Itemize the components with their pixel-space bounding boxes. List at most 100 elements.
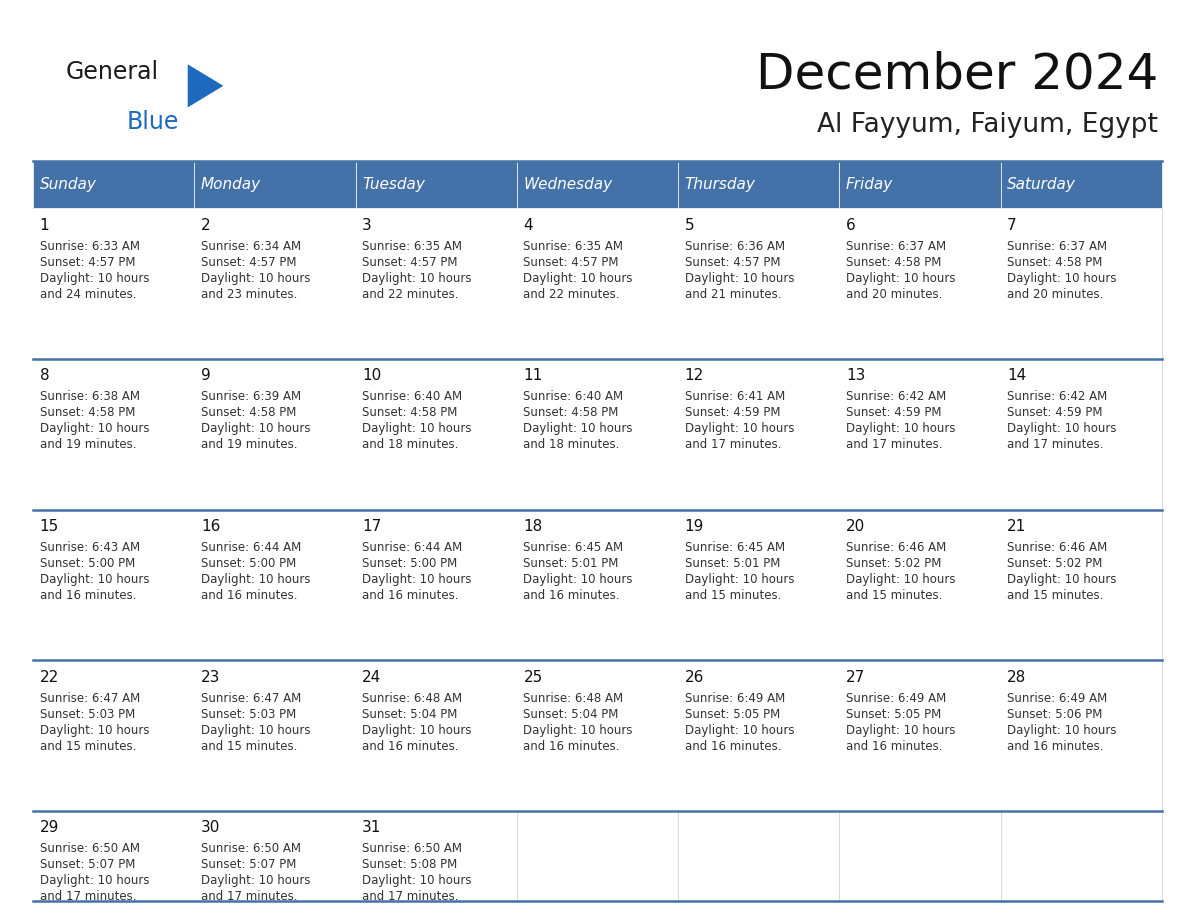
- Text: 4: 4: [524, 218, 533, 232]
- Text: Sunset: 4:58 PM: Sunset: 4:58 PM: [201, 407, 296, 420]
- Text: Daylight: 10 hours: Daylight: 10 hours: [362, 422, 472, 435]
- Text: Sunset: 4:58 PM: Sunset: 4:58 PM: [524, 407, 619, 420]
- Text: General: General: [65, 60, 158, 84]
- Text: and 16 minutes.: and 16 minutes.: [846, 740, 942, 753]
- Text: and 17 minutes.: and 17 minutes.: [684, 439, 782, 452]
- Text: Daylight: 10 hours: Daylight: 10 hours: [846, 573, 955, 586]
- Text: Sunset: 5:02 PM: Sunset: 5:02 PM: [846, 557, 941, 570]
- Text: Daylight: 10 hours: Daylight: 10 hours: [1007, 272, 1117, 285]
- Text: and 17 minutes.: and 17 minutes.: [39, 890, 137, 903]
- Text: 22: 22: [39, 669, 59, 685]
- Text: Tuesday: Tuesday: [362, 177, 425, 192]
- Text: 13: 13: [846, 368, 865, 383]
- Text: Daylight: 10 hours: Daylight: 10 hours: [362, 723, 472, 737]
- Text: and 18 minutes.: and 18 minutes.: [524, 439, 620, 452]
- Text: and 15 minutes.: and 15 minutes.: [1007, 589, 1104, 602]
- Text: 18: 18: [524, 519, 543, 534]
- Text: and 17 minutes.: and 17 minutes.: [362, 890, 459, 903]
- Text: Sunset: 5:02 PM: Sunset: 5:02 PM: [1007, 557, 1102, 570]
- Text: Sunset: 5:00 PM: Sunset: 5:00 PM: [362, 557, 457, 570]
- Text: Sunrise: 6:47 AM: Sunrise: 6:47 AM: [39, 691, 140, 705]
- Text: and 15 minutes.: and 15 minutes.: [201, 740, 297, 753]
- Text: Sunrise: 6:40 AM: Sunrise: 6:40 AM: [362, 390, 462, 403]
- Text: Sunrise: 6:33 AM: Sunrise: 6:33 AM: [39, 240, 140, 252]
- Text: Daylight: 10 hours: Daylight: 10 hours: [39, 723, 150, 737]
- Text: and 16 minutes.: and 16 minutes.: [201, 589, 297, 602]
- Text: Daylight: 10 hours: Daylight: 10 hours: [201, 723, 310, 737]
- Text: Sunset: 4:57 PM: Sunset: 4:57 PM: [201, 256, 297, 269]
- Text: Daylight: 10 hours: Daylight: 10 hours: [39, 422, 150, 435]
- Text: Daylight: 10 hours: Daylight: 10 hours: [1007, 573, 1117, 586]
- Text: 26: 26: [684, 669, 704, 685]
- Text: Sunrise: 6:44 AM: Sunrise: 6:44 AM: [201, 541, 302, 554]
- Text: Sunrise: 6:36 AM: Sunrise: 6:36 AM: [684, 240, 785, 252]
- Text: Sunset: 5:03 PM: Sunset: 5:03 PM: [201, 708, 296, 721]
- Text: Daylight: 10 hours: Daylight: 10 hours: [1007, 723, 1117, 737]
- Text: Sunrise: 6:50 AM: Sunrise: 6:50 AM: [362, 843, 462, 856]
- Text: and 24 minutes.: and 24 minutes.: [39, 288, 137, 301]
- Text: Sunrise: 6:45 AM: Sunrise: 6:45 AM: [524, 541, 624, 554]
- Text: Sunset: 5:01 PM: Sunset: 5:01 PM: [524, 557, 619, 570]
- Text: Sunset: 5:04 PM: Sunset: 5:04 PM: [524, 708, 619, 721]
- Text: Sunset: 4:57 PM: Sunset: 4:57 PM: [684, 256, 781, 269]
- Text: Sunset: 5:03 PM: Sunset: 5:03 PM: [39, 708, 135, 721]
- Text: Sunrise: 6:50 AM: Sunrise: 6:50 AM: [39, 843, 140, 856]
- Text: Sunrise: 6:35 AM: Sunrise: 6:35 AM: [524, 240, 624, 252]
- Text: Sunset: 4:58 PM: Sunset: 4:58 PM: [846, 256, 941, 269]
- Text: 9: 9: [201, 368, 210, 383]
- Text: Daylight: 10 hours: Daylight: 10 hours: [524, 573, 633, 586]
- Text: 30: 30: [201, 821, 220, 835]
- Text: Daylight: 10 hours: Daylight: 10 hours: [362, 875, 472, 888]
- Text: Sunrise: 6:39 AM: Sunrise: 6:39 AM: [201, 390, 301, 403]
- Text: Sunrise: 6:47 AM: Sunrise: 6:47 AM: [201, 691, 302, 705]
- Text: and 20 minutes.: and 20 minutes.: [1007, 288, 1104, 301]
- Text: Sunset: 5:05 PM: Sunset: 5:05 PM: [846, 708, 941, 721]
- Text: December 2024: December 2024: [756, 50, 1158, 98]
- Text: and 17 minutes.: and 17 minutes.: [846, 439, 942, 452]
- Text: and 16 minutes.: and 16 minutes.: [39, 589, 137, 602]
- Text: Daylight: 10 hours: Daylight: 10 hours: [201, 573, 310, 586]
- Text: Sunset: 4:57 PM: Sunset: 4:57 PM: [524, 256, 619, 269]
- Text: and 16 minutes.: and 16 minutes.: [524, 740, 620, 753]
- Text: 11: 11: [524, 368, 543, 383]
- Text: Sunrise: 6:37 AM: Sunrise: 6:37 AM: [1007, 240, 1107, 252]
- Text: Sunset: 4:58 PM: Sunset: 4:58 PM: [362, 407, 457, 420]
- Text: Sunrise: 6:49 AM: Sunrise: 6:49 AM: [846, 691, 946, 705]
- Text: Sunset: 4:59 PM: Sunset: 4:59 PM: [684, 407, 781, 420]
- Text: Sunset: 4:59 PM: Sunset: 4:59 PM: [1007, 407, 1102, 420]
- Text: Sunset: 4:58 PM: Sunset: 4:58 PM: [39, 407, 135, 420]
- Text: 6: 6: [846, 218, 855, 232]
- Text: Daylight: 10 hours: Daylight: 10 hours: [39, 573, 150, 586]
- Text: and 21 minutes.: and 21 minutes.: [684, 288, 782, 301]
- Text: 16: 16: [201, 519, 220, 534]
- Text: and 17 minutes.: and 17 minutes.: [201, 890, 297, 903]
- Text: Sunset: 5:07 PM: Sunset: 5:07 PM: [39, 858, 135, 871]
- Text: 24: 24: [362, 669, 381, 685]
- Text: Sunrise: 6:40 AM: Sunrise: 6:40 AM: [524, 390, 624, 403]
- Text: and 16 minutes.: and 16 minutes.: [362, 589, 459, 602]
- Text: 31: 31: [362, 821, 381, 835]
- Text: and 22 minutes.: and 22 minutes.: [362, 288, 459, 301]
- Text: 21: 21: [1007, 519, 1026, 534]
- Text: Thursday: Thursday: [684, 177, 756, 192]
- Text: 5: 5: [684, 218, 694, 232]
- Text: and 19 minutes.: and 19 minutes.: [39, 439, 137, 452]
- Text: 15: 15: [39, 519, 59, 534]
- Text: Monday: Monday: [201, 177, 261, 192]
- Text: Sunset: 5:05 PM: Sunset: 5:05 PM: [684, 708, 779, 721]
- Text: Sunset: 5:01 PM: Sunset: 5:01 PM: [684, 557, 781, 570]
- Text: Sunrise: 6:45 AM: Sunrise: 6:45 AM: [684, 541, 785, 554]
- Text: Sunrise: 6:42 AM: Sunrise: 6:42 AM: [846, 390, 946, 403]
- Text: 12: 12: [684, 368, 703, 383]
- Text: Sunset: 5:00 PM: Sunset: 5:00 PM: [39, 557, 135, 570]
- Text: 17: 17: [362, 519, 381, 534]
- Text: Al Fayyum, Faiyum, Egypt: Al Fayyum, Faiyum, Egypt: [817, 112, 1158, 138]
- Text: Sunrise: 6:43 AM: Sunrise: 6:43 AM: [39, 541, 140, 554]
- Text: and 16 minutes.: and 16 minutes.: [684, 740, 782, 753]
- Text: Saturday: Saturday: [1007, 177, 1076, 192]
- Text: and 15 minutes.: and 15 minutes.: [39, 740, 137, 753]
- Text: Daylight: 10 hours: Daylight: 10 hours: [39, 272, 150, 285]
- Text: Daylight: 10 hours: Daylight: 10 hours: [39, 875, 150, 888]
- Text: 27: 27: [846, 669, 865, 685]
- Text: Daylight: 10 hours: Daylight: 10 hours: [362, 573, 472, 586]
